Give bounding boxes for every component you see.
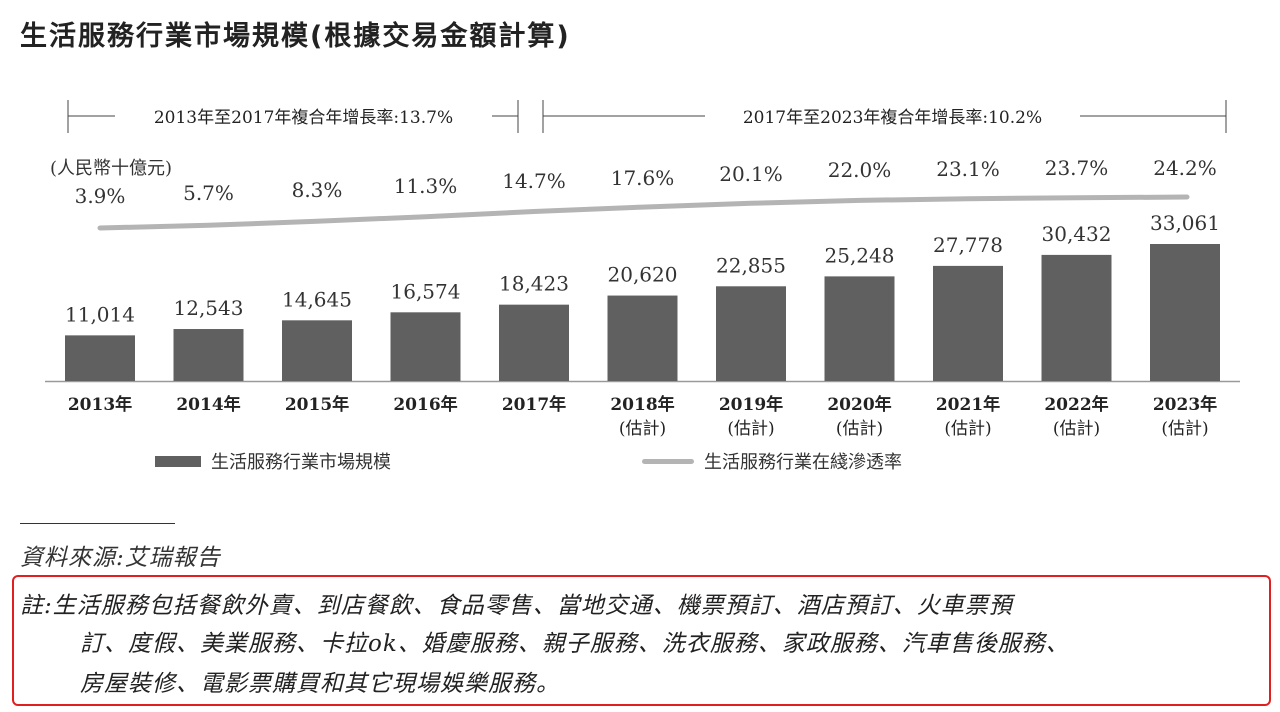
chart: 11,014 12,543 14,645 16,574 18,423 20,620 22,8…	[45, 100, 1240, 439]
line-value-label: 17.6%	[611, 166, 675, 190]
x-tick-label: 2015年	[285, 394, 349, 415]
bar	[1041, 254, 1112, 381]
line-value-label: 11.3%	[394, 174, 458, 198]
x-tick-label: 2017年	[502, 394, 566, 415]
cagr-label: 2013年至2017年複合年增長率:13.7%	[154, 108, 453, 128]
legend-item-bars: 生活服務行業市場規模	[155, 446, 391, 476]
line-value-label: 3.9%	[75, 184, 126, 208]
line-value-label: 5.7%	[183, 181, 234, 205]
legend-bar-swatch	[155, 455, 201, 467]
penetration-line	[97, 194, 1190, 231]
bar-value-label: 16,574	[391, 279, 461, 303]
x-tick-sublabel: (估計)	[1161, 419, 1208, 439]
bar-value-label: 27,778	[933, 233, 1003, 257]
x-tick-sublabel: (估計)	[727, 419, 774, 439]
bar	[390, 312, 461, 381]
x-tick-label: 2023年	[1153, 394, 1217, 415]
line-value-label: 14.7%	[502, 169, 566, 193]
x-tick-label: 2018年	[610, 394, 674, 415]
bar-value-label: 11,014	[65, 302, 135, 326]
note-line-2: 訂、度假、美業服務、卡拉ok、婚慶服務、親子服務、洗衣服務、家政服務、汽車售後服…	[80, 631, 1070, 657]
x-tick-sublabel: (估計)	[619, 419, 666, 439]
bar	[607, 295, 678, 381]
line-value-label: 22.0%	[828, 158, 892, 182]
bar	[933, 265, 1003, 381]
x-tick-label: 2019年	[719, 394, 783, 415]
legend-item-line: 生活服務行業在綫滲透率	[642, 446, 902, 476]
line-value-label: 23.7%	[1045, 156, 1109, 180]
x-tick-label: 2013年	[68, 394, 132, 415]
bar-value-label: 30,432	[1042, 222, 1112, 246]
bar	[1150, 244, 1220, 381]
bar-value-label: 12,543	[174, 296, 244, 320]
line-value-label: 8.3%	[292, 178, 343, 202]
bar-value-label: 22,855	[716, 253, 786, 277]
x-tick-label: 2016年	[393, 394, 457, 415]
bar-value-label: 25,248	[825, 243, 895, 267]
line-value-label: 24.2%	[1153, 156, 1217, 180]
x-tick-sublabel: (估計)	[836, 419, 883, 439]
unit-label: (人民幣十億元)	[50, 158, 172, 179]
bar-value-label: 14,645	[282, 287, 352, 311]
cagr-label: 2017年至2023年複合年增長率:10.2%	[743, 108, 1042, 128]
bar-value-label: 18,423	[499, 272, 569, 296]
line-value-label: 20.1%	[719, 162, 783, 186]
legend-line-label: 生活服務行業在綫滲透率	[704, 452, 902, 473]
bar	[824, 276, 895, 381]
x-tick-sublabel: (估計)	[1053, 419, 1100, 439]
bar	[716, 286, 786, 381]
legend-line-swatch	[642, 458, 694, 464]
bar	[499, 304, 569, 381]
bar	[282, 320, 352, 381]
x-tick-label: 2021年	[936, 394, 1000, 415]
x-tick-label: 2020年	[827, 394, 891, 415]
bar	[173, 329, 244, 381]
legend-bar-label: 生活服務行業市場規模	[211, 452, 391, 473]
source-note: 資料來源:艾瑞報告	[20, 545, 221, 571]
bar-value-label: 20,620	[608, 263, 678, 287]
source-divider	[20, 523, 175, 524]
bar	[65, 335, 135, 381]
note-box	[12, 575, 1271, 706]
x-tick-sublabel: (估計)	[944, 419, 991, 439]
bar-value-label: 33,061	[1150, 211, 1220, 235]
x-tick-label: 2022年	[1044, 394, 1108, 415]
note-line-1: 註:生活服務包括餐飲外賣、到店餐飲、食品零售、當地交通、機票預訂、酒店預訂、火車…	[20, 593, 1013, 619]
line-value-label: 23.1%	[936, 157, 1000, 181]
x-tick-label: 2014年	[176, 394, 240, 415]
chart-title: 生活服務行業市場規模(根據交易金額計算)	[20, 21, 571, 52]
note-line-3: 房屋裝修、電影票購買和其它現場娛樂服務。	[80, 671, 560, 697]
